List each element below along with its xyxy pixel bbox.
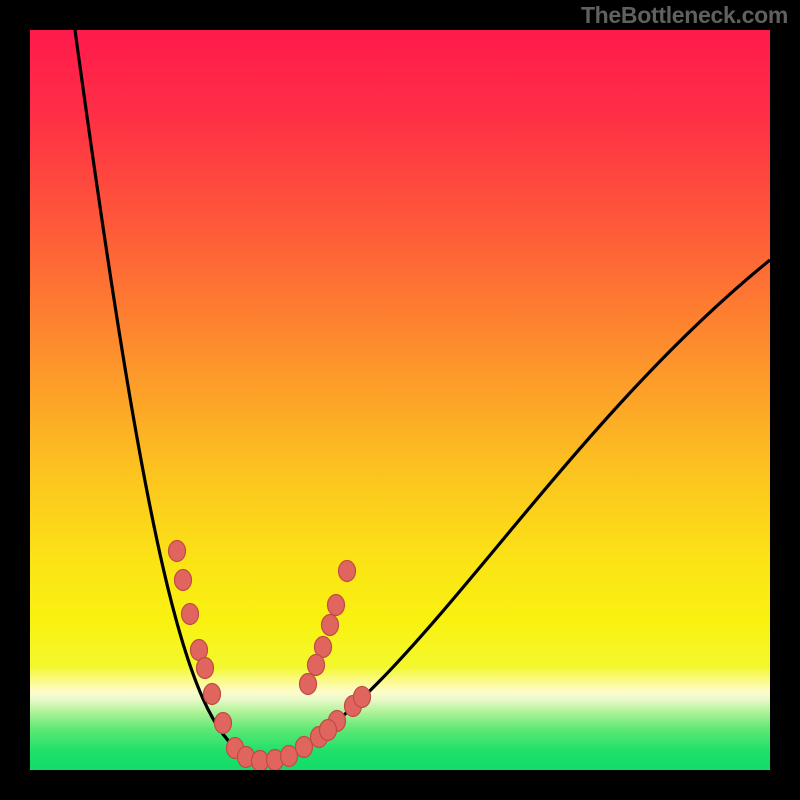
curve-marker (339, 561, 356, 582)
curve-marker (215, 713, 232, 734)
chart-frame: TheBottleneck.com (0, 0, 800, 800)
bottleneck-curve-chart (0, 0, 800, 800)
curve-marker (175, 570, 192, 591)
curve-marker (300, 674, 317, 695)
curve-marker (354, 687, 371, 708)
watermark-text: TheBottleneck.com (581, 2, 788, 29)
curve-marker (296, 737, 313, 758)
curve-marker (322, 615, 339, 636)
curve-marker (281, 746, 298, 767)
curve-marker (182, 604, 199, 625)
curve-marker (320, 720, 337, 741)
curve-marker (169, 541, 186, 562)
curve-marker (308, 655, 325, 676)
curve-marker (204, 684, 221, 705)
curve-marker (197, 658, 214, 679)
curve-marker (328, 595, 345, 616)
